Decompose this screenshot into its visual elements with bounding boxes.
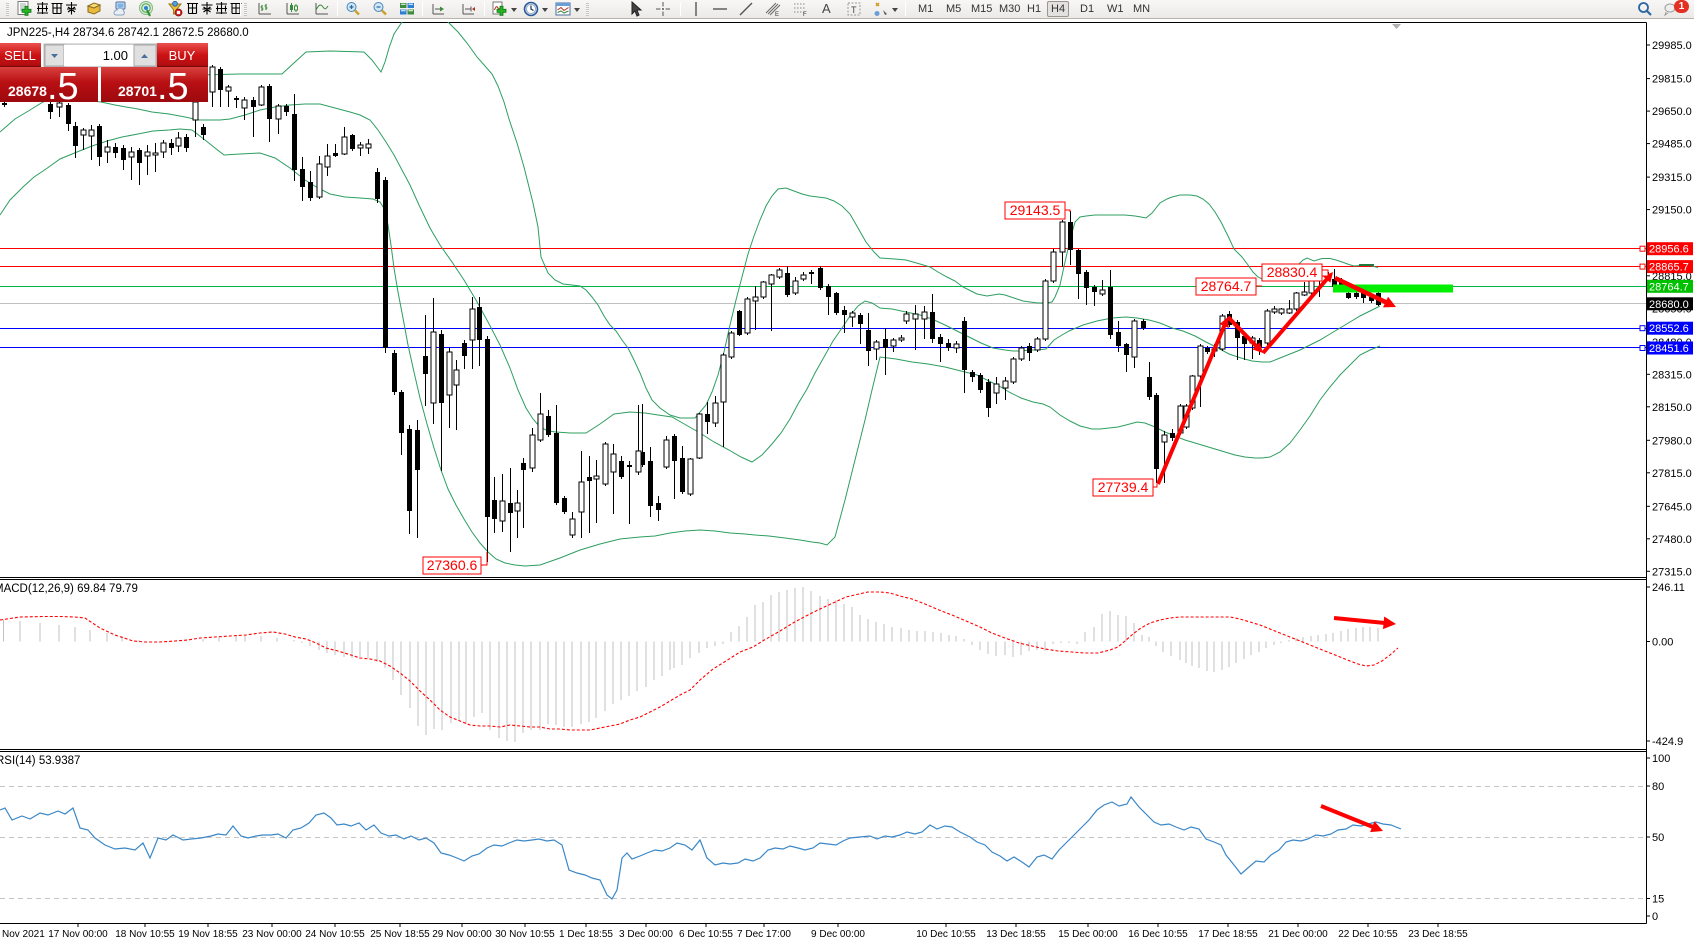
svg-text:27980.0: 27980.0 bbox=[1652, 435, 1692, 447]
svg-text:29150.0: 29150.0 bbox=[1652, 205, 1692, 217]
svg-text:0.00: 0.00 bbox=[1652, 637, 1673, 649]
svg-text:10 Dec 10:55: 10 Dec 10:55 bbox=[916, 929, 976, 940]
svg-text:.5: .5 bbox=[157, 66, 189, 108]
svg-text:29985.0: 29985.0 bbox=[1652, 40, 1692, 52]
svg-text:15 Dec 00:00: 15 Dec 00:00 bbox=[1058, 929, 1118, 940]
svg-text:23 Nov 00:00: 23 Nov 00:00 bbox=[242, 929, 302, 940]
svg-text:80: 80 bbox=[1652, 781, 1664, 793]
svg-text:22 Dec 10:55: 22 Dec 10:55 bbox=[1338, 929, 1398, 940]
svg-text:RSI(14) 53.9387: RSI(14) 53.9387 bbox=[0, 755, 80, 767]
svg-text:SELL: SELL bbox=[4, 48, 36, 63]
svg-text:Nov 2021: Nov 2021 bbox=[2, 929, 45, 940]
svg-text:24 Nov 10:55: 24 Nov 10:55 bbox=[305, 929, 365, 940]
svg-text:246.11: 246.11 bbox=[1652, 582, 1685, 594]
svg-text:29650.0: 29650.0 bbox=[1652, 106, 1692, 118]
svg-text:25 Nov 18:55: 25 Nov 18:55 bbox=[370, 929, 430, 940]
svg-text:29485.0: 29485.0 bbox=[1652, 139, 1692, 151]
svg-text:16 Dec 10:55: 16 Dec 10:55 bbox=[1128, 929, 1188, 940]
svg-text:1.00: 1.00 bbox=[103, 48, 128, 63]
svg-text:T: T bbox=[851, 5, 857, 15]
svg-text:50: 50 bbox=[1652, 832, 1664, 844]
svg-text:13 Dec 18:55: 13 Dec 18:55 bbox=[986, 929, 1046, 940]
svg-text:0: 0 bbox=[1652, 911, 1658, 923]
svg-text:JPN225-,H4 28734.6 28742.1 28: JPN225-,H4 28734.6 28742.1 28672.5 28680… bbox=[7, 27, 249, 39]
svg-text:28451.6: 28451.6 bbox=[1649, 343, 1689, 355]
svg-text:28956.6: 28956.6 bbox=[1649, 244, 1689, 256]
svg-text:28680.0: 28680.0 bbox=[1649, 299, 1689, 311]
svg-text:3 Dec 00:00: 3 Dec 00:00 bbox=[619, 929, 673, 940]
svg-text:29 Nov 00:00: 29 Nov 00:00 bbox=[432, 929, 492, 940]
svg-text:28150.0: 28150.0 bbox=[1652, 402, 1692, 414]
svg-text:17 Dec 18:55: 17 Dec 18:55 bbox=[1198, 929, 1258, 940]
svg-text:7 Dec 17:00: 7 Dec 17:00 bbox=[737, 929, 791, 940]
svg-text:29815.0: 29815.0 bbox=[1652, 74, 1692, 86]
svg-text:18 Nov 10:55: 18 Nov 10:55 bbox=[115, 929, 175, 940]
svg-text:6 Dec 10:55: 6 Dec 10:55 bbox=[679, 929, 733, 940]
svg-text:-424.9: -424.9 bbox=[1652, 736, 1683, 748]
svg-text:28701: 28701 bbox=[118, 83, 157, 99]
svg-text:27480.0: 27480.0 bbox=[1652, 534, 1692, 546]
svg-text:28764.7: 28764.7 bbox=[1201, 278, 1252, 294]
svg-text:19 Nov 18:55: 19 Nov 18:55 bbox=[178, 929, 238, 940]
svg-text:1 Dec 18:55: 1 Dec 18:55 bbox=[559, 929, 613, 940]
svg-text:.5: .5 bbox=[47, 66, 79, 108]
svg-text:28830.4: 28830.4 bbox=[1267, 264, 1318, 280]
svg-text:29315.0: 29315.0 bbox=[1652, 172, 1692, 184]
svg-text:28315.0: 28315.0 bbox=[1652, 369, 1692, 381]
svg-text:MACD(12,26,9) 69.84 79.79: MACD(12,26,9) 69.84 79.79 bbox=[0, 583, 138, 595]
svg-text:27645.0: 27645.0 bbox=[1652, 501, 1692, 513]
svg-text:21 Dec 00:00: 21 Dec 00:00 bbox=[1268, 929, 1328, 940]
svg-text:27315.0: 27315.0 bbox=[1652, 566, 1692, 578]
svg-text:9 Dec 00:00: 9 Dec 00:00 bbox=[811, 929, 865, 940]
svg-text:23 Dec 18:55: 23 Dec 18:55 bbox=[1408, 929, 1468, 940]
svg-text:28865.7: 28865.7 bbox=[1649, 262, 1689, 274]
svg-text:28764.7: 28764.7 bbox=[1649, 281, 1689, 293]
svg-text:28552.6: 28552.6 bbox=[1649, 323, 1689, 335]
svg-text:27360.6: 27360.6 bbox=[427, 557, 478, 573]
svg-text:30 Nov 10:55: 30 Nov 10:55 bbox=[495, 929, 555, 940]
svg-text:BUY: BUY bbox=[169, 48, 196, 63]
svg-text:27815.0: 27815.0 bbox=[1652, 468, 1692, 480]
svg-text:29143.5: 29143.5 bbox=[1010, 202, 1061, 218]
svg-text:17 Nov 00:00: 17 Nov 00:00 bbox=[48, 929, 108, 940]
svg-text:27739.4: 27739.4 bbox=[1098, 479, 1149, 495]
svg-text:E: E bbox=[775, 12, 779, 17]
svg-text:28678: 28678 bbox=[8, 83, 47, 99]
svg-text:15: 15 bbox=[1652, 894, 1664, 906]
svg-text:100: 100 bbox=[1652, 753, 1670, 765]
svg-text:F: F bbox=[803, 12, 807, 17]
